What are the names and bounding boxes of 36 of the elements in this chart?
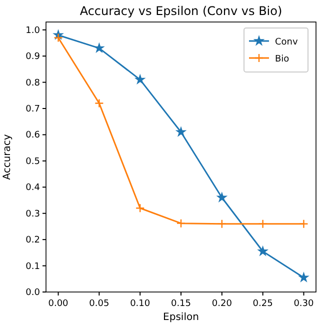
point	[298, 272, 310, 282]
y-tick-label: 0.8	[26, 78, 40, 88]
point	[134, 74, 146, 84]
point	[257, 245, 268, 256]
x-tick-label: 0.20	[212, 299, 232, 309]
y-tick-label: 0.7	[26, 104, 40, 115]
x-tick-label: 0.15	[170, 299, 192, 309]
point	[135, 204, 145, 213]
chart-title: Accuracy vs Epsilon (Conv vs Bio)	[80, 4, 282, 18]
y-tick-label: 0.4	[26, 183, 40, 194]
point	[258, 219, 268, 228]
y-tick-label: 0.5	[26, 156, 40, 167]
point	[175, 126, 187, 137]
x-axis-title: Epsilon	[163, 312, 199, 323]
point	[299, 219, 308, 228]
x-tick-label: 0.10	[130, 299, 150, 309]
y-tick-label: 0.2	[26, 236, 40, 246]
y-tick-label: 0.6	[26, 130, 40, 141]
x-tick-label: 0.25	[252, 299, 273, 309]
point	[217, 219, 227, 228]
point	[94, 42, 105, 54]
y-tick-label: 0.9	[26, 52, 40, 62]
y-tick-label: 0.0	[26, 288, 40, 298]
x-tick-label: 0.00	[48, 299, 69, 309]
point	[176, 218, 186, 228]
point	[216, 192, 228, 202]
y-tick-label: 0.1	[26, 262, 40, 272]
y-tick-label: 1.0	[26, 26, 40, 36]
legend-label: Conv	[275, 38, 298, 48]
y-tick-label: 0.3	[26, 209, 40, 220]
point	[54, 33, 63, 42]
x-tick-label: 0.05	[89, 299, 110, 309]
y-axis-title: Accuracy	[2, 134, 13, 180]
legend-label: Bio	[275, 54, 290, 64]
point	[94, 98, 104, 108]
x-tick-label: 0.30	[294, 299, 314, 309]
